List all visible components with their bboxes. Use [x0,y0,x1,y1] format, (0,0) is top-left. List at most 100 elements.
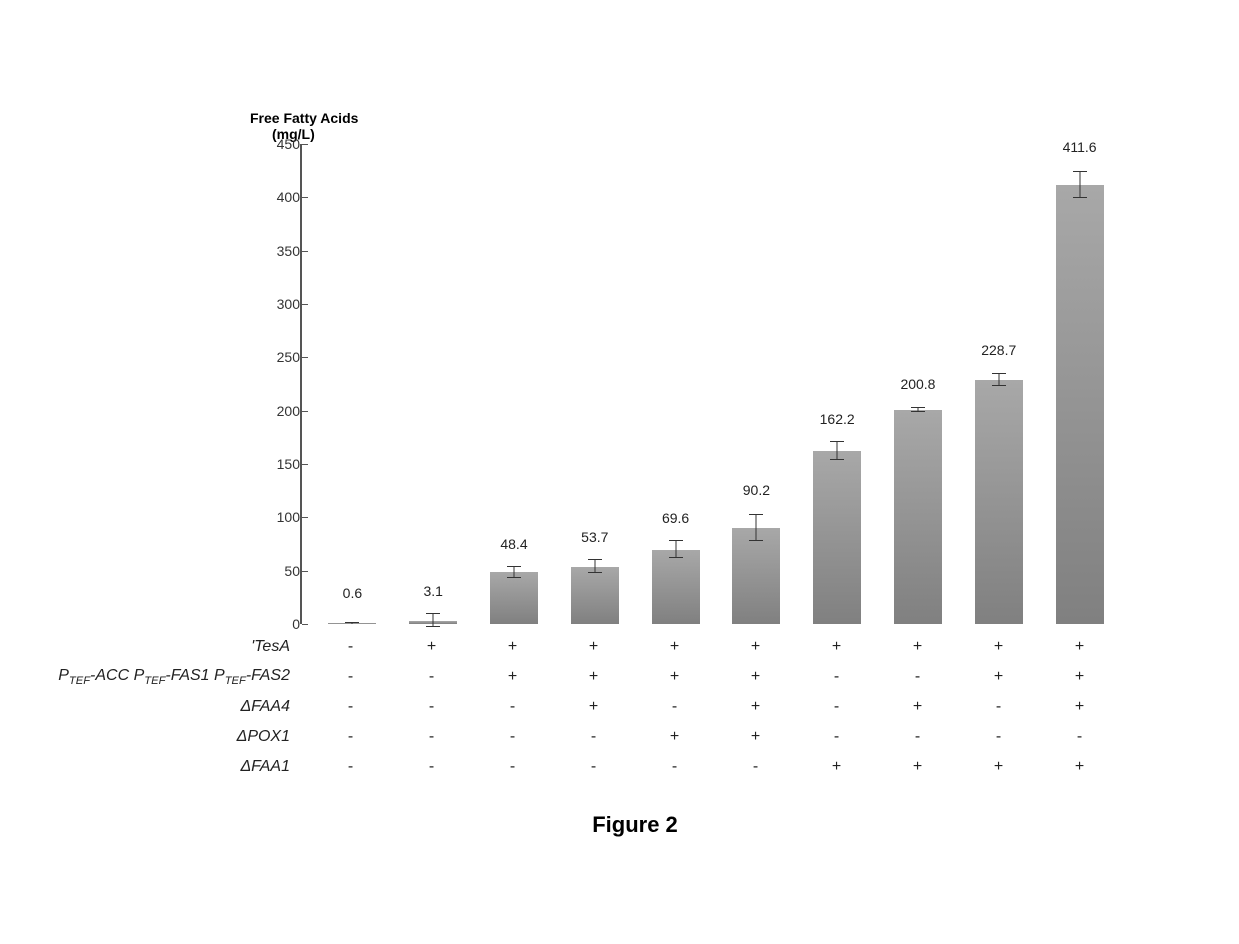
condition-cell: + [732,668,780,686]
bar-value-label: 90.2 [716,482,796,498]
condition-cell: + [570,638,618,656]
condition-cell: - [1056,728,1104,746]
condition-cell: - [975,728,1023,746]
y-tick-label: 0 [252,616,300,632]
error-cap [588,572,602,573]
y-tick-label: 300 [252,296,300,312]
condition-cell: - [408,728,456,746]
condition-cell: + [408,638,456,656]
bar-value-label: 411.6 [1040,139,1120,155]
bar-value-label: 3.1 [393,583,473,599]
y-tick-label: 100 [252,509,300,525]
condition-cell: - [894,668,942,686]
condition-row: 'TesA-+++++++++ [300,632,1130,662]
error-cap [749,514,763,515]
condition-label: ΔFAA1 [10,758,290,776]
bar-value-label: 200.8 [878,376,958,392]
error-cap [507,566,521,567]
condition-cell: - [489,728,537,746]
bar-value-label: 69.6 [636,510,716,526]
y-tick-label: 400 [252,189,300,205]
condition-label: ΔFAA4 [10,698,290,716]
error-cap [992,385,1006,386]
bar [975,380,1023,624]
bar-column: 3.1 [409,621,457,624]
bar [652,550,700,624]
error-bar [837,442,838,459]
error-cap [426,626,440,627]
error-cap [345,622,359,623]
condition-label: ΔPOX1 [10,728,290,746]
condition-cell: - [327,668,375,686]
condition-cells: ----++---- [300,728,1130,746]
condition-cell: + [1056,758,1104,776]
condition-cell: - [408,668,456,686]
condition-cells: --++++--++ [300,668,1130,686]
bar-value-label: 53.7 [555,529,635,545]
y-tick-label: 50 [252,563,300,579]
condition-cell: + [570,698,618,716]
condition-cell: - [327,638,375,656]
bar-column: 53.7 [571,567,619,624]
error-cap [749,540,763,541]
bar-value-label: 0.6 [312,585,392,601]
condition-cell: - [408,698,456,716]
figure-caption: Figure 2 [140,812,1130,838]
condition-cell: + [732,698,780,716]
error-cap [669,540,683,541]
bar-column: 0.6 [328,623,376,624]
condition-cell: - [489,698,537,716]
y-tick-label: 350 [252,243,300,259]
y-axis-title-line1: Free Fatty Acids [250,110,1130,126]
bar [894,410,942,624]
condition-cells: ------++++ [300,758,1130,776]
bar-column: 411.6 [1056,185,1104,624]
condition-cell: - [813,698,861,716]
error-bar [675,541,676,558]
error-cap [507,577,521,578]
condition-cell: - [732,758,780,776]
condition-cell: + [489,668,537,686]
bar-column: 48.4 [490,572,538,624]
condition-cell: + [975,758,1023,776]
condition-row: ΔFAA4---+-+-+-+ [300,692,1130,722]
y-axis-title-line2: (mg/L) [272,126,1130,142]
error-cap [1073,171,1087,172]
condition-cell: - [813,668,861,686]
condition-cell: + [489,638,537,656]
condition-cell: + [732,638,780,656]
y-tick-label: 150 [252,456,300,472]
condition-label: 'TesA [10,638,290,656]
y-axis-title: Free Fatty Acids (mg/L) [250,110,1130,142]
condition-cell: - [975,698,1023,716]
bar-value-label: 48.4 [474,536,554,552]
condition-cell: - [651,698,699,716]
condition-cell: - [570,758,618,776]
bar [571,567,619,624]
y-axis-ticks: 050100150200250300350400450 [252,144,300,624]
condition-row: ΔFAA1------++++ [300,752,1130,782]
y-tick-label: 200 [252,403,300,419]
condition-cell: + [570,668,618,686]
error-cap [830,459,844,460]
error-cap [992,373,1006,374]
bar-value-label: 228.7 [959,342,1039,358]
error-cap [669,557,683,558]
condition-cell: + [651,728,699,746]
condition-cell: + [813,638,861,656]
condition-cell: - [651,758,699,776]
bar-column: 90.2 [732,528,780,624]
condition-cell: - [813,728,861,746]
error-cap [1073,197,1087,198]
condition-cell: - [489,758,537,776]
condition-cell: + [651,638,699,656]
condition-row: PTEF-ACC PTEF-FAS1 PTEF-FAS2--++++--++ [300,662,1130,692]
error-cap [830,441,844,442]
bar [813,451,861,624]
condition-cell: - [327,698,375,716]
error-bar [756,515,757,541]
condition-cell: - [570,728,618,746]
bar [490,572,538,624]
error-cap [911,411,925,412]
condition-cells: -+++++++++ [300,638,1130,656]
